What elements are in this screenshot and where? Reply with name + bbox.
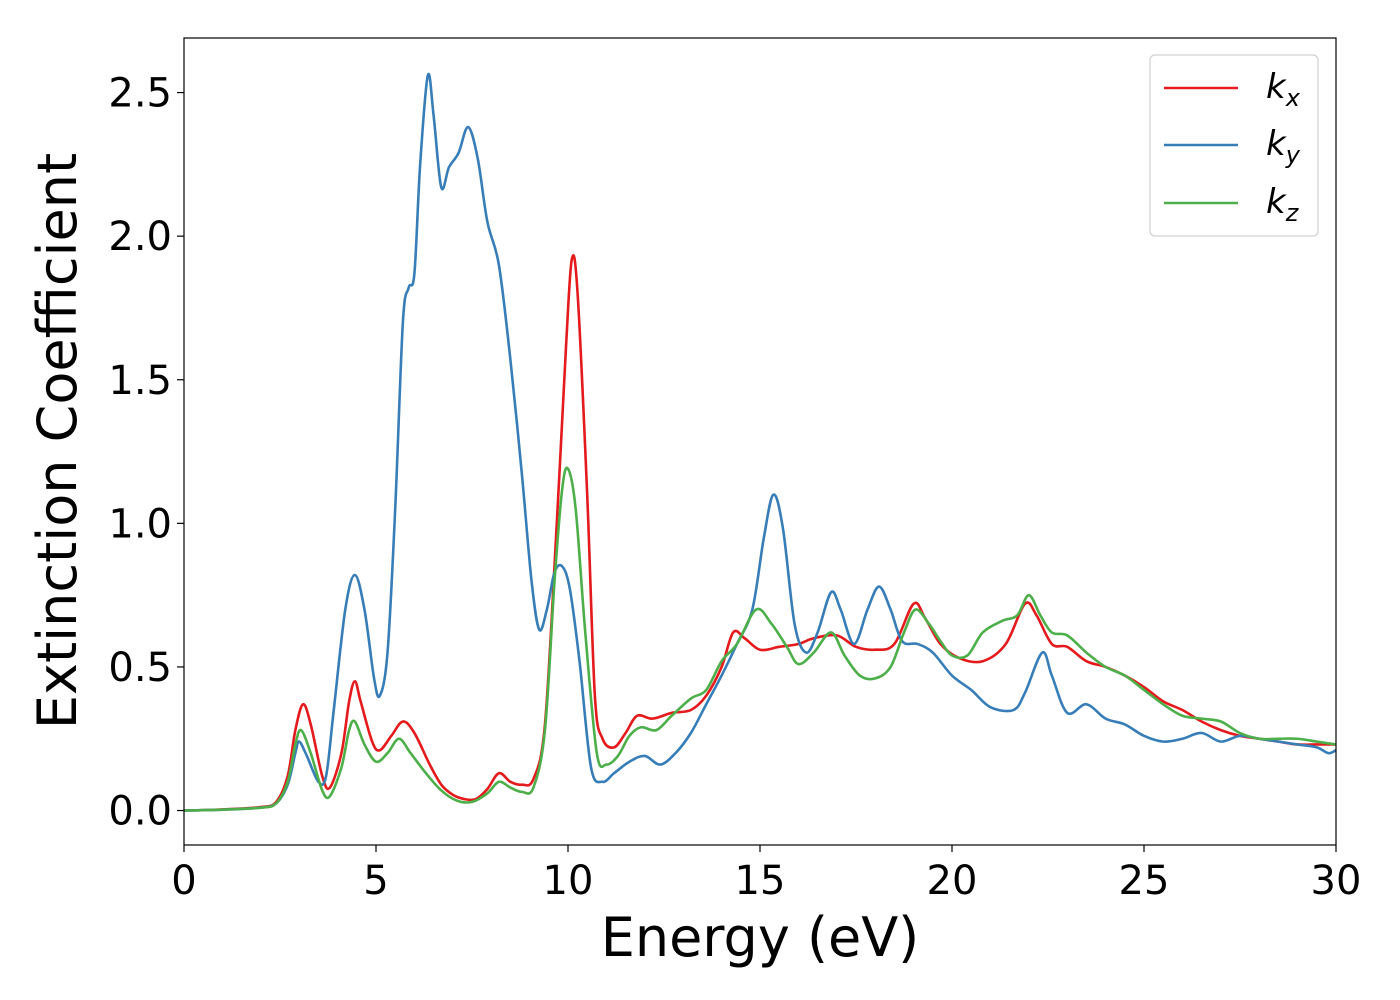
y-tick-label: 2.5 [108,71,172,117]
y-axis: 0.0 0.5 1.0 1.5 2.0 2.5 [108,71,184,835]
x-axis: 0 5 10 15 20 25 30 [171,845,1361,904]
x-tick-label: 15 [735,858,786,904]
x-tick-label: 5 [363,858,388,904]
y-tick-label: 0.5 [108,645,172,691]
x-tick-label: 0 [171,858,196,904]
x-axis-title: Energy (eV) [601,906,920,969]
series-layer [184,72,1336,812]
y-tick-label: 1.0 [108,501,172,547]
x-tick-label: 20 [927,858,978,904]
x-tick-label: 25 [1119,858,1170,904]
y-tick-label: 1.5 [108,358,172,404]
x-tick-label: 10 [543,858,594,904]
series-line-x [184,254,1336,812]
series-line-z [184,466,1336,812]
y-tick-label: 2.0 [108,214,172,260]
series-line-y [184,72,1336,812]
y-axis-title: Extinction Coefficient [26,153,89,729]
y-tick-label: 0.0 [108,789,172,835]
x-tick-label: 30 [1311,858,1362,904]
